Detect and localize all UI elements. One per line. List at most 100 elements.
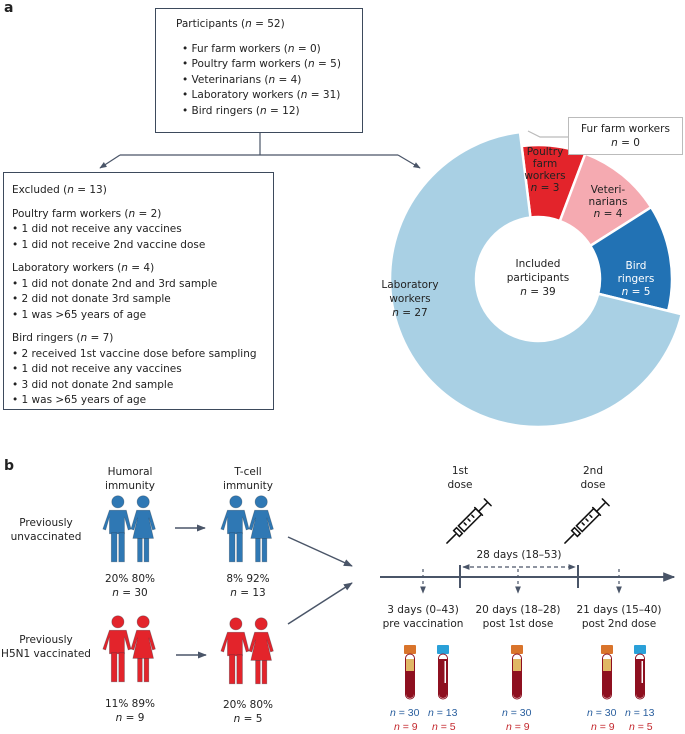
row-label-line: H5N1 vaccinated: [1, 648, 91, 660]
tcell-stats-vaccinated: 20% 80% n = 5: [218, 698, 278, 726]
count: n = 5: [233, 713, 263, 725]
label-count: n = 3: [530, 182, 560, 194]
participant-item: • Fur farm workers (n = 0): [182, 42, 321, 55]
label-count: n = 4: [593, 208, 623, 220]
serum-tube-icon: [403, 645, 417, 701]
merge-arrow: [287, 582, 353, 625]
sex-ratio: 11% 89%: [104, 698, 155, 710]
dose-label-line: dose: [447, 479, 473, 491]
dose-label-2: 2nd dose: [573, 464, 613, 492]
column-header-humoral: Humoral immunity: [105, 466, 155, 492]
timepoint-line: 20 days (18–28): [475, 604, 561, 616]
timepoint-label-post1: 20 days (18–28) post 1st dose: [468, 603, 568, 631]
excluded-item: • 3 did not donate 2nd sample: [12, 378, 174, 391]
serum-tube-icon: [600, 645, 614, 701]
count-blue: n = 13: [428, 707, 458, 719]
center-label-line: Included: [515, 258, 561, 270]
label-line: farm: [532, 158, 558, 170]
person-couple-icon: [101, 495, 161, 563]
count-red: n = 9: [394, 721, 418, 733]
row-label-line: unvaccinated: [10, 531, 82, 543]
count-red: n = 5: [432, 721, 456, 733]
sex-ratio: 20% 80%: [222, 699, 273, 711]
timepoint-line: post 1st dose: [482, 618, 554, 630]
timepoint-label-pre: 3 days (0–43) pre vaccination: [373, 603, 473, 631]
excluded-item: • 1 did not receive any vaccines: [12, 223, 182, 235]
merge-arrow: [287, 536, 353, 567]
sex-ratio: 8% 92%: [226, 573, 270, 585]
center-label-count: n = 39: [520, 286, 556, 298]
dose-label-line: dose: [580, 479, 606, 491]
count: n = 30: [112, 587, 148, 599]
segment-label-bird-ringers: Bird ringers n = 5: [611, 260, 661, 299]
panel-label-b: b: [4, 458, 15, 474]
count: n = 13: [230, 587, 266, 599]
person-couple-icon: [219, 495, 279, 563]
count-red: n = 9: [591, 721, 615, 733]
segment-label-poultry: Poultry farm workers n = 3: [520, 146, 570, 194]
participant-item: • Poultry farm workers (n = 5): [182, 58, 341, 70]
timepoint-line: pre vaccination: [382, 618, 464, 630]
humoral-stats-vaccinated: 11% 89% n = 9: [100, 697, 160, 725]
excluded-box: Excluded (n = 13) Poultry farm workers (…: [3, 172, 274, 410]
participant-item: • Veterinarians (n = 4): [182, 73, 302, 86]
row-label-vaccinated: Previously H5N1 vaccinated: [0, 633, 92, 661]
person-couple-icon: [219, 617, 279, 685]
participants-title: Participants (n = 52): [176, 18, 285, 30]
participant-item: • Bird ringers (n = 12): [182, 104, 300, 117]
humoral-stats-unvaccinated: 20% 80% n = 30: [100, 572, 160, 600]
count-blue: n = 13: [625, 707, 655, 719]
callout-count: n = 0: [611, 137, 640, 149]
excluded-item: • 1 did not receive 2nd vaccine dose: [12, 238, 206, 251]
excluded-item: • 1 did not donate 2nd and 3rd sample: [12, 277, 218, 290]
blood-tube-icon: [436, 645, 450, 701]
excluded-item: • 1 was >65 years of age: [12, 308, 147, 321]
timepoint-line: 3 days (0–43): [387, 604, 459, 616]
serum-tube-icon: [510, 645, 524, 701]
label-line: Laboratory: [381, 279, 439, 291]
excluded-item: • 1 was >65 years of age: [12, 394, 147, 406]
center-label-line: participants: [506, 272, 570, 284]
timepoint-line: 21 days (15–40): [576, 604, 662, 616]
label-line: workers: [389, 293, 431, 305]
donut-segment-laboratory: [388, 130, 684, 429]
blood-tube-icon: [633, 645, 647, 701]
panel-label-a: a: [4, 0, 14, 16]
flow-arrow-left: [99, 154, 121, 169]
column-header-tcell: T-cell immunity: [223, 466, 273, 492]
count-red: n = 9: [506, 721, 530, 733]
segment-label-veterinarians: Veteri- narians n = 4: [583, 184, 633, 220]
count: n = 9: [115, 712, 145, 724]
row-label-line: Previously: [19, 634, 73, 646]
count-blue: n = 30: [587, 707, 617, 719]
person-couple-icon: [101, 615, 161, 683]
label-line: ringers: [617, 273, 655, 285]
label-line: workers: [524, 170, 566, 182]
count-blue: n = 30: [502, 707, 532, 719]
participant-item: • Laboratory workers (n = 31): [182, 89, 341, 101]
fur-farm-callout: Fur farm workers n = 0: [568, 117, 683, 155]
count-red: n = 5: [629, 721, 653, 733]
excluded-group-title: Poultry farm workers (n = 2): [12, 207, 162, 220]
callout-label: Fur farm workers: [581, 123, 670, 135]
excluded-item: • 1 did not receive any vaccines: [12, 363, 182, 375]
syringe-icon: [445, 497, 493, 545]
segment-label-laboratory: Laboratory workers n = 27: [370, 278, 450, 320]
excluded-item: • 2 did not donate 3rd sample: [12, 293, 171, 305]
count-blue: n = 30: [390, 707, 420, 719]
tcell-stats-unvaccinated: 8% 92% n = 13: [218, 572, 278, 600]
excluded-group-title: Bird ringers (n = 7): [12, 332, 114, 344]
timepoint-line: post 2nd dose: [581, 618, 657, 630]
excluded-title: Excluded (n = 13): [12, 184, 107, 196]
callout-line: [527, 130, 568, 138]
row-label-unvaccinated: Previously unvaccinated: [0, 516, 92, 544]
excluded-item: • 2 received 1st vaccine dose before sam…: [12, 347, 257, 360]
sex-ratio: 20% 80%: [104, 573, 155, 585]
timepoint-label-post2: 21 days (15–40) post 2nd dose: [569, 603, 669, 631]
interval-label: 28 days (18–53): [476, 549, 562, 561]
syringe-icon: [563, 497, 611, 545]
label-line: Poultry: [526, 146, 564, 158]
dose-label-line: 2nd: [582, 465, 603, 477]
